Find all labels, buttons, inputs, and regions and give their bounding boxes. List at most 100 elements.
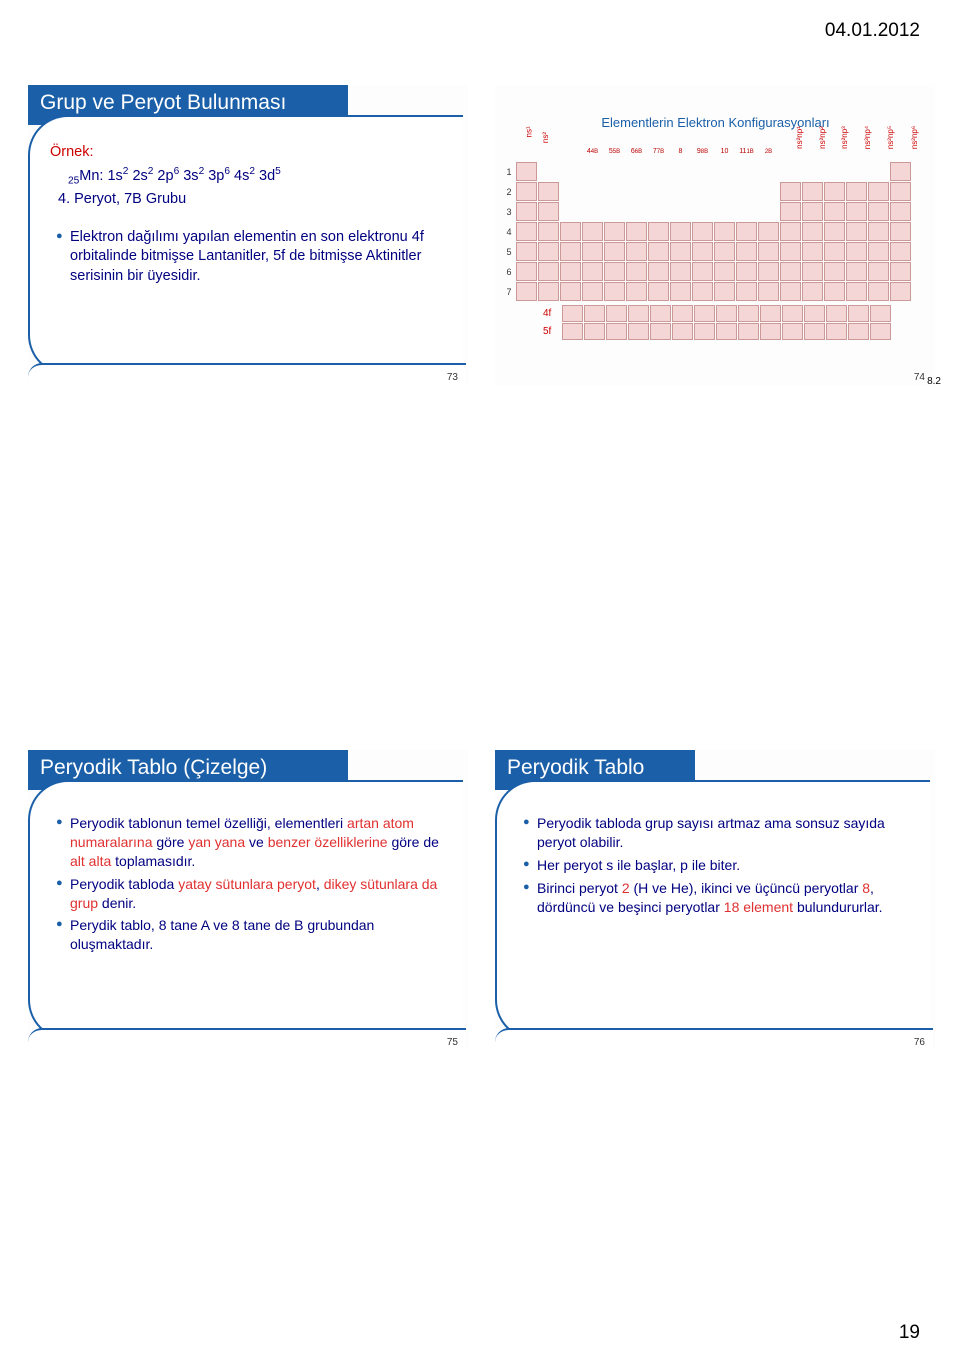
element-cell [648, 182, 669, 201]
element-cell [626, 222, 647, 241]
slide-group-period: Grup ve Peryot Bulunması Örnek: 25Mn: 1s… [28, 85, 468, 385]
group-label: 77B [648, 142, 669, 161]
element-cell [758, 282, 779, 301]
group-label: 98B [692, 142, 713, 161]
slide-periodic-table: Peryodik Tablo Peryodik tabloda grup say… [495, 750, 935, 1050]
element-cell [780, 162, 801, 181]
element-cell [890, 282, 911, 301]
element-cell [538, 202, 559, 221]
f-element-cell [672, 305, 693, 322]
example-result: 4. Peryot, 7B Grubu [58, 190, 445, 210]
element-cell [692, 222, 713, 241]
element-cell [868, 202, 889, 221]
element-cell [890, 262, 911, 281]
element-cell [736, 262, 757, 281]
np3-label: ns²np³ [840, 126, 849, 149]
element-cell [824, 242, 845, 261]
bullet-groups-infinite: Peryodik tabloda grup sayısı artmaz ama … [523, 814, 912, 852]
element-cell [692, 262, 713, 281]
element-cell [846, 282, 867, 301]
f-element-cell [738, 305, 759, 322]
element-cell [780, 202, 801, 221]
slide-number: 73 [447, 372, 458, 383]
slide-number: 74 [914, 372, 925, 383]
element-cell [868, 162, 889, 181]
f-element-cell [584, 323, 605, 340]
element-cell [802, 162, 823, 181]
np1-label: ns²np¹ [795, 126, 804, 149]
element-cell [538, 222, 559, 241]
element-cell [736, 222, 757, 241]
element-cell [868, 242, 889, 261]
group-label: 66B [626, 142, 647, 161]
element-cell [626, 262, 647, 281]
group-label: 111B [736, 142, 757, 161]
bullet-groups: Perydik tablo, 8 tane A ve 8 tane de B g… [56, 916, 445, 954]
f-element-cell [628, 323, 649, 340]
np5-label: ns²np⁵ [887, 126, 896, 149]
element-cell [604, 222, 625, 241]
element-cell [780, 242, 801, 261]
body-frame-bottom [495, 1028, 933, 1052]
element-cell [714, 282, 735, 301]
element-cell [538, 162, 559, 181]
element-cell [846, 162, 867, 181]
element-cell [758, 162, 779, 181]
element-cell [670, 282, 691, 301]
element-cell [890, 202, 911, 221]
element-cell [516, 222, 537, 241]
element-cell [824, 202, 845, 221]
f-element-cell [782, 323, 803, 340]
element-cell [670, 182, 691, 201]
element-cell [538, 242, 559, 261]
element-cell [780, 182, 801, 201]
element-cell [648, 202, 669, 221]
element-cell [758, 182, 779, 201]
f-element-cell [584, 305, 605, 322]
f-element-cell [694, 305, 715, 322]
period-label: 3 [503, 202, 515, 221]
np4-label: ns²np⁴ [863, 126, 872, 149]
period-label: 6 [503, 262, 515, 281]
element-cell [868, 262, 889, 281]
element-cell [802, 202, 823, 221]
element-cell [516, 262, 537, 281]
element-cell [538, 282, 559, 301]
element-cell [626, 162, 647, 181]
bullet-orbital-series: Elektron dağılımı yapılan elementin en s… [56, 228, 445, 287]
element-cell [714, 162, 735, 181]
f-element-cell [804, 323, 825, 340]
element-cell [648, 282, 669, 301]
element-cell [670, 162, 691, 181]
element-cell [846, 262, 867, 281]
element-cell [736, 282, 757, 301]
page-date: 04.01.2012 [825, 20, 920, 42]
element-cell [516, 182, 537, 201]
slide-title: Grup ve Peryot Bulunması [40, 91, 286, 115]
element-cell [582, 242, 603, 261]
element-cell [582, 262, 603, 281]
element-cell [758, 202, 779, 221]
extra-ref: 8.2 [927, 376, 941, 387]
element-cell [802, 262, 823, 281]
group-label: 44B [582, 142, 603, 161]
element-cell [714, 202, 735, 221]
element-cell [824, 182, 845, 201]
element-cell [758, 242, 779, 261]
slide-number: 75 [447, 1037, 458, 1048]
f-block: 4f 5f [543, 305, 928, 340]
f-element-cell [694, 323, 715, 340]
period-label: 7 [503, 282, 515, 301]
example-config: 25Mn: 1s2 2s2 2p6 3s2 3p6 4s2 3d5 [68, 165, 445, 188]
element-cell [780, 262, 801, 281]
f-element-cell [650, 305, 671, 322]
element-cell [670, 242, 691, 261]
bullet-feature: Peryodik tablonun temel özelliği, elemen… [56, 814, 445, 871]
slide-electron-config: Elementlerin Elektron Konfigurasyonları … [495, 85, 935, 385]
element-cell [824, 282, 845, 301]
element-cell [604, 242, 625, 261]
element-cell [626, 202, 647, 221]
element-cell [626, 282, 647, 301]
f-element-cell [650, 323, 671, 340]
element-cell [516, 242, 537, 261]
